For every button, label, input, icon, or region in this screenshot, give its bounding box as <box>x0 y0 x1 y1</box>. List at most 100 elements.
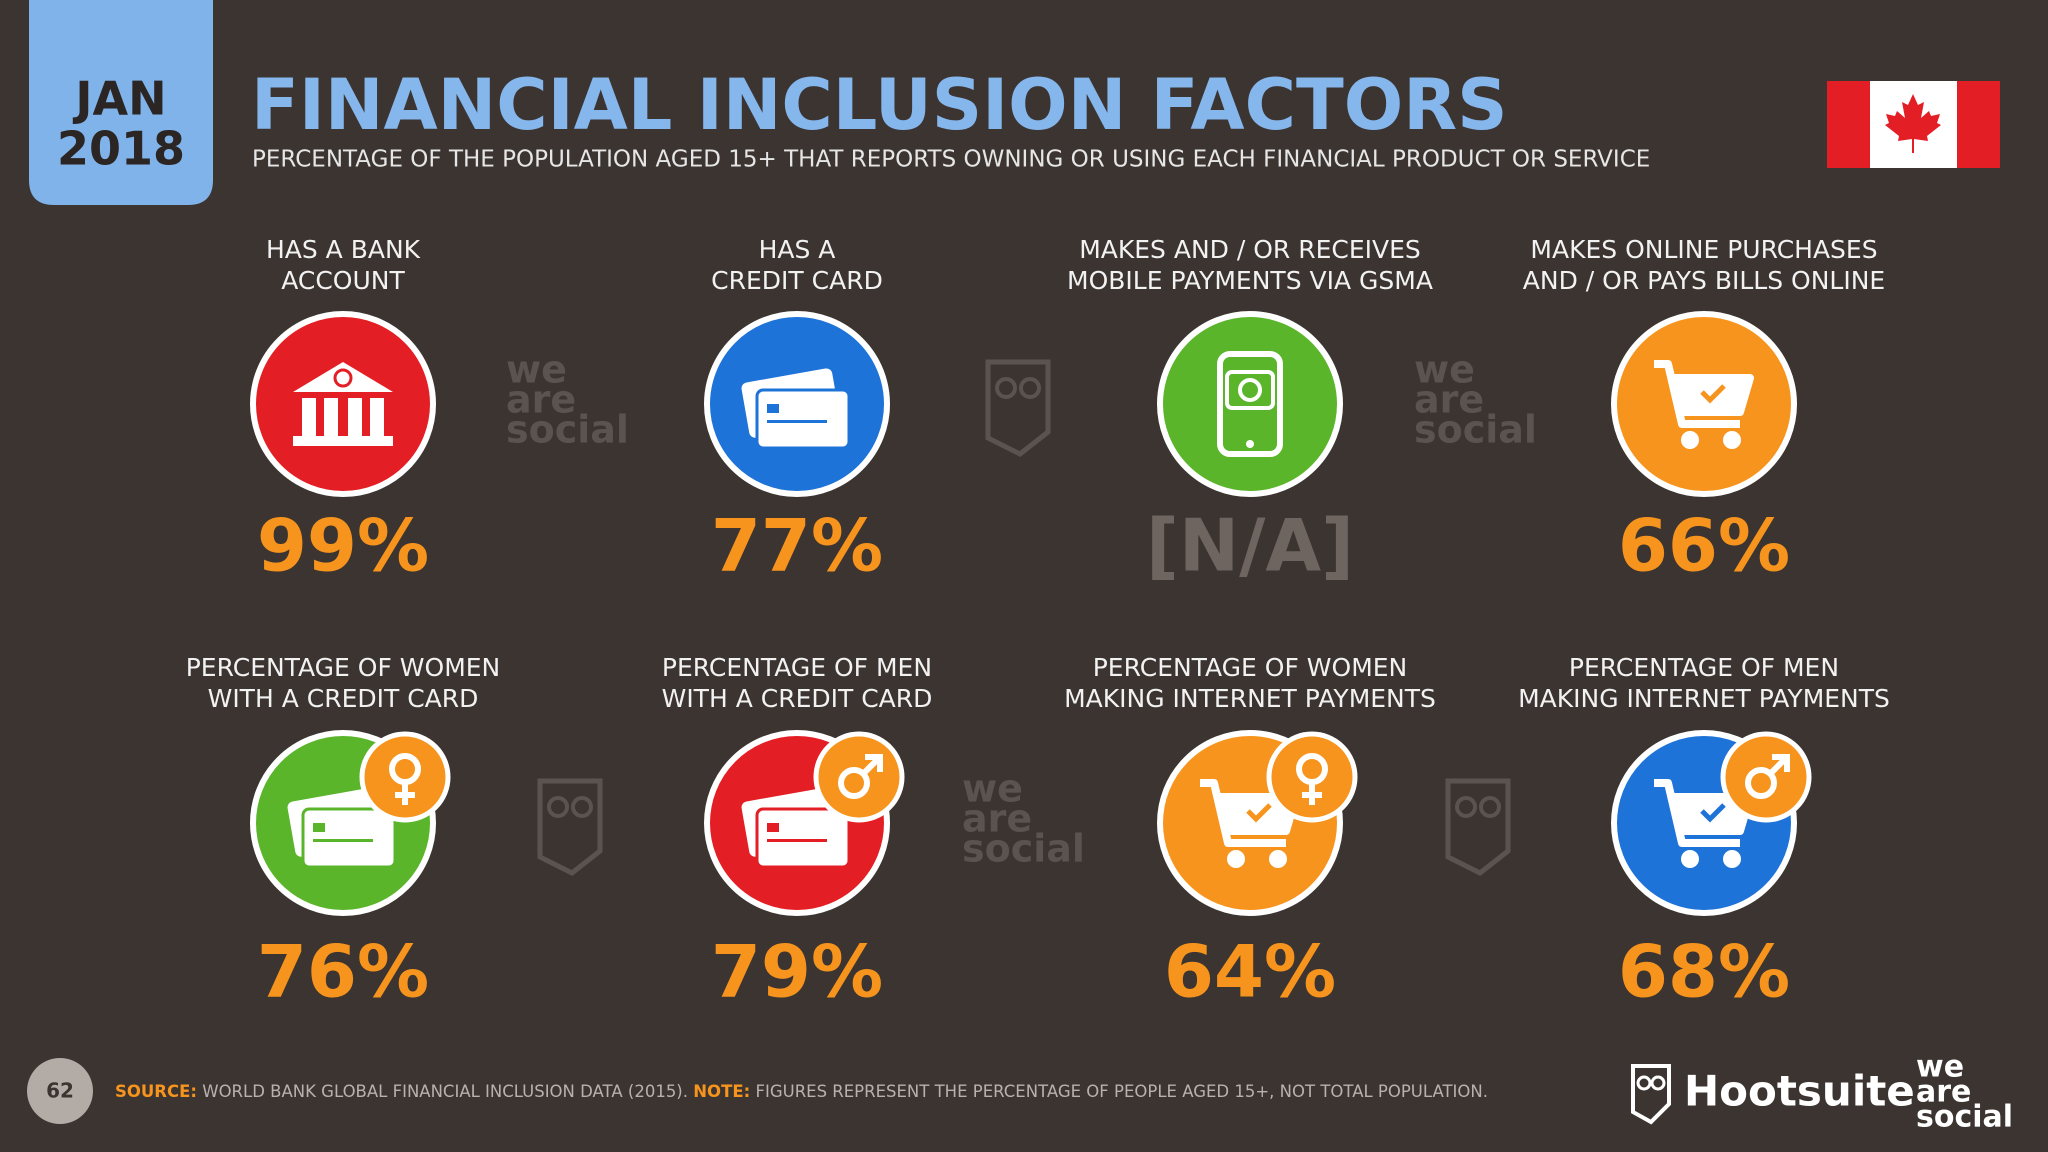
icon-part <box>767 420 827 423</box>
flag <box>1827 81 2000 168</box>
icon-part <box>767 839 827 842</box>
item-icon <box>1611 730 1812 916</box>
note: FIGURES REPRESENT THE PERCENTAGE OF PEOP… <box>755 1082 1488 1101</box>
title: FINANCIAL INCLUSION FACTORS <box>251 64 1508 146</box>
item-label: PERCENTAGE OF MEN <box>662 653 932 682</box>
icon-part <box>755 388 851 450</box>
icon-part <box>767 823 779 832</box>
hootsuite-name: Hootsuite <box>1684 1067 1915 1116</box>
icon-part <box>838 767 870 799</box>
item-label: PERCENTAGE OF MEN <box>1569 653 1839 682</box>
note-label: NOTE: <box>693 1082 750 1101</box>
icon-part <box>1745 767 1777 799</box>
item-icon <box>704 730 905 916</box>
icon-part <box>1445 778 1511 876</box>
icon-part <box>370 398 384 436</box>
icon-part <box>767 404 779 413</box>
icon-part <box>293 362 393 392</box>
owl-watermark <box>537 778 603 876</box>
icon-part <box>1225 370 1275 410</box>
item-label: WITH A CREDIT CARD <box>208 684 479 713</box>
item-label: CREDIT CARD <box>711 266 883 295</box>
icon-part <box>1723 431 1741 449</box>
item-label: MOBILE PAYMENTS VIA GSMA <box>1067 266 1433 295</box>
gender-badge <box>1266 731 1358 823</box>
icon-part <box>348 398 362 436</box>
icon-part <box>1455 796 1477 818</box>
icon-part <box>1681 431 1699 449</box>
item-value: 64% <box>1164 930 1336 1014</box>
item-icon <box>1157 730 1358 916</box>
icon-part <box>1227 850 1245 868</box>
icon-part <box>1246 440 1254 448</box>
owl-watermark <box>985 359 1051 457</box>
gender-badge <box>813 731 905 823</box>
was-watermark: social <box>962 827 1085 871</box>
icon-part <box>985 359 1051 457</box>
icon-part <box>1681 850 1699 868</box>
badge-year: 2018 <box>57 122 185 176</box>
item-icon <box>250 730 451 916</box>
icon-part <box>1767 754 1790 777</box>
icon-part <box>293 436 393 446</box>
item-value: [N/A] <box>1146 504 1354 588</box>
source: WORLD BANK GLOBAL FINANCIAL INCLUSION DA… <box>202 1082 688 1101</box>
brand-social: social <box>1916 1100 2013 1135</box>
icon-part <box>860 754 883 777</box>
was-watermark: are <box>506 378 576 422</box>
item-label: MAKES AND / OR RECEIVES <box>1079 235 1421 264</box>
subtitle: PERCENTAGE OF THE POPULATION AGED 15+ TH… <box>252 147 1650 173</box>
item-label: ACCOUNT <box>281 266 405 295</box>
item-label: MAKES ONLINE PURCHASES <box>1530 235 1877 264</box>
was-watermark: we <box>1414 348 1475 392</box>
icon-part <box>995 377 1017 399</box>
icon-part <box>302 398 316 436</box>
item-label: PERCENTAGE OF WOMEN <box>1093 653 1408 682</box>
icon-part <box>324 398 338 436</box>
item-label: AND / OR PAYS BILLS ONLINE <box>1523 266 1885 295</box>
was-watermark: are <box>962 797 1032 841</box>
icon-part <box>1238 378 1262 402</box>
was-watermark: social <box>506 408 629 452</box>
icon-part <box>1246 803 1272 823</box>
brand-we: we <box>1916 1050 1964 1085</box>
icon-part <box>1700 803 1726 823</box>
icon-part <box>313 839 373 842</box>
item-icon <box>704 311 890 497</box>
icon-part <box>395 782 415 805</box>
icon-part <box>1269 850 1287 868</box>
icon-part <box>547 796 569 818</box>
gender-badge <box>359 731 451 823</box>
badge-month: JAN <box>72 72 166 126</box>
brand-are: are <box>1916 1075 1971 1110</box>
item-value: 99% <box>257 504 429 588</box>
owl-watermark <box>1445 778 1511 876</box>
icon-part <box>313 823 325 832</box>
icon-part <box>537 778 603 876</box>
icon-part <box>1479 796 1501 818</box>
item-label: WITH A CREDIT CARD <box>662 684 933 713</box>
gender-badge <box>1720 731 1812 823</box>
icon-part <box>1723 850 1741 868</box>
icon-part <box>755 807 851 869</box>
source-label: SOURCE: <box>115 1082 197 1101</box>
icon-part <box>1700 384 1726 404</box>
icon-circle <box>250 311 436 497</box>
page-number: 62 <box>46 1079 74 1103</box>
item-label: HAS A BANK <box>266 235 421 264</box>
item-label: MAKING INTERNET PAYMENTS <box>1518 684 1890 713</box>
item-label: PERCENTAGE OF WOMEN <box>186 653 501 682</box>
item-value: 68% <box>1618 930 1790 1014</box>
item-value: 76% <box>257 930 429 1014</box>
item-icon <box>1611 311 1797 497</box>
icon-part <box>571 796 593 818</box>
was-watermark: we <box>506 348 567 392</box>
icon-part <box>1019 377 1041 399</box>
item-label: MAKING INTERNET PAYMENTS <box>1064 684 1436 713</box>
item-value: 77% <box>711 504 883 588</box>
footer-text: SOURCE: WORLD BANK GLOBAL FINANCIAL INCL… <box>115 1082 1488 1101</box>
was-watermark: we <box>962 767 1023 811</box>
